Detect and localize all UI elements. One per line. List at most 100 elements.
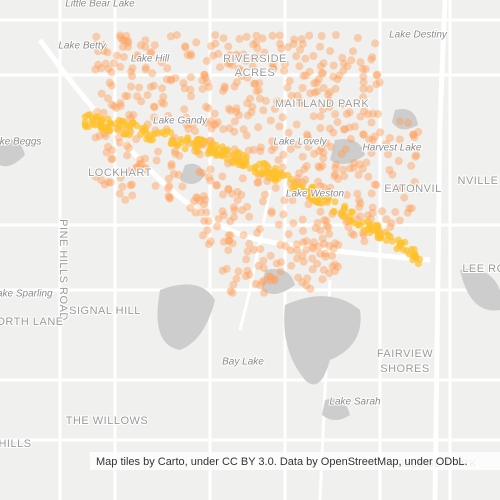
dot xyxy=(374,234,382,242)
dot xyxy=(345,164,354,173)
dot xyxy=(303,130,312,139)
dot xyxy=(256,245,265,253)
dot xyxy=(122,141,131,150)
dot xyxy=(403,208,412,217)
dot xyxy=(181,43,190,52)
dot xyxy=(124,37,133,46)
dot xyxy=(255,94,264,103)
dot xyxy=(235,111,243,120)
dot xyxy=(167,162,176,171)
dot xyxy=(242,131,251,140)
dot xyxy=(281,242,290,251)
dot xyxy=(359,130,368,139)
dot xyxy=(141,65,150,74)
dot xyxy=(364,110,373,119)
dot xyxy=(364,172,373,181)
dot xyxy=(367,189,376,198)
dot xyxy=(270,276,279,285)
dot xyxy=(340,100,348,109)
dot xyxy=(329,244,338,253)
dot xyxy=(321,252,330,261)
dot xyxy=(312,78,321,87)
dot xyxy=(91,133,100,142)
dot xyxy=(175,151,184,160)
dot xyxy=(396,242,404,249)
dot xyxy=(305,192,313,200)
dot xyxy=(321,249,330,258)
dot xyxy=(230,117,239,126)
dot xyxy=(276,258,285,267)
dot xyxy=(127,180,136,189)
dot xyxy=(249,40,258,49)
dot xyxy=(388,237,396,245)
dot xyxy=(320,239,329,248)
dot xyxy=(270,143,279,152)
dot xyxy=(112,51,121,60)
dot xyxy=(353,34,362,42)
dot xyxy=(292,188,300,195)
dot xyxy=(124,144,133,153)
dot xyxy=(382,215,391,224)
dot xyxy=(143,91,152,100)
dot xyxy=(397,184,406,193)
dot xyxy=(410,178,419,186)
dot xyxy=(265,272,274,281)
dot xyxy=(126,125,134,133)
dot xyxy=(157,58,166,67)
dot xyxy=(163,64,172,73)
dot xyxy=(284,128,293,137)
dot xyxy=(298,152,307,161)
place-label: Lake Sparling xyxy=(0,289,53,300)
dot xyxy=(293,140,302,149)
dot xyxy=(101,123,109,131)
dot xyxy=(180,105,189,114)
place-label: Bay Lake xyxy=(222,357,264,368)
dot xyxy=(258,278,267,286)
dot xyxy=(106,119,114,127)
dot xyxy=(325,124,334,133)
dot xyxy=(234,64,243,73)
dot xyxy=(299,238,308,247)
dot xyxy=(163,75,171,84)
dot xyxy=(218,151,226,159)
attribution-bg xyxy=(90,452,500,470)
dot xyxy=(169,170,178,178)
dot xyxy=(202,208,211,217)
dot xyxy=(224,104,233,113)
dot xyxy=(164,174,173,183)
dot xyxy=(115,189,124,198)
dot xyxy=(345,123,354,132)
dot xyxy=(275,31,284,40)
dot xyxy=(99,108,108,117)
dot xyxy=(165,182,174,191)
place-label: SIGNAL HILL xyxy=(69,305,141,317)
dot xyxy=(224,236,233,245)
dot xyxy=(233,187,242,196)
dot xyxy=(255,79,264,88)
dot xyxy=(358,164,367,173)
dot xyxy=(281,99,290,108)
dot xyxy=(301,175,310,184)
dot xyxy=(385,134,394,142)
dot xyxy=(88,114,96,122)
dot xyxy=(95,131,104,140)
dot xyxy=(355,196,364,205)
dot xyxy=(119,42,127,51)
dot xyxy=(133,53,142,62)
dot xyxy=(295,62,304,71)
dot xyxy=(325,229,334,238)
dot xyxy=(362,158,371,167)
dot xyxy=(211,39,220,48)
dot xyxy=(259,106,268,115)
dot xyxy=(260,276,269,285)
dot xyxy=(253,228,262,237)
dot xyxy=(220,84,229,93)
dot xyxy=(324,96,333,105)
dot xyxy=(267,146,276,155)
dot xyxy=(94,47,102,56)
dot xyxy=(298,215,307,224)
dot xyxy=(409,130,418,139)
dot xyxy=(118,182,127,191)
dot xyxy=(292,52,301,61)
dot xyxy=(219,125,228,134)
